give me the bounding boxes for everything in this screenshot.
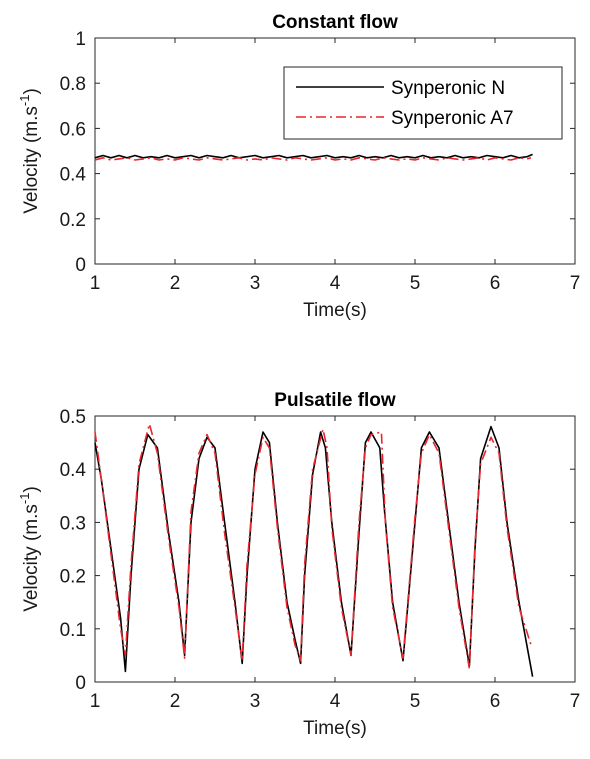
x-tick-label: 6 <box>490 691 501 712</box>
y-tick-label: 0.1 <box>60 620 86 641</box>
legend-label: Synperonic N <box>391 78 505 99</box>
y-tick-label: 0 <box>75 673 86 694</box>
y-tick-label: 0.8 <box>60 74 86 95</box>
chart-title: Constant flow <box>272 12 398 33</box>
x-tick-label: 5 <box>410 691 421 712</box>
chart-1: Pulsatile flow 1 2 3 4 5 6 7 0 0.1 0.2 0.3 0.4 0.5 Tim… <box>17 390 580 739</box>
y-tick-label: 0.6 <box>60 119 86 140</box>
x-tick-label: 3 <box>250 691 261 712</box>
y-tick-label: 0.4 <box>60 165 87 186</box>
y-tick-label: 0 <box>75 255 86 276</box>
y-axis-label: Velocity (m.s-1) <box>17 88 42 214</box>
y-tick-label: 0.3 <box>60 513 86 534</box>
series-line-0 <box>94 153 533 159</box>
y-tick-label: 0.2 <box>60 567 86 588</box>
series-line-1 <box>94 423 532 670</box>
x-axis-label: Time(s) <box>303 300 367 321</box>
x-tick-label: 2 <box>170 691 181 712</box>
y-tick-label: 1 <box>75 29 86 50</box>
x-tick-label: 2 <box>170 273 181 294</box>
y-axis-label: Velocity (m.s-1) <box>17 486 42 612</box>
x-axis-label: Time(s) <box>303 718 367 739</box>
x-tick-label: 1 <box>90 691 101 712</box>
x-tick-label: 7 <box>570 273 581 294</box>
x-tick-label: 4 <box>330 691 341 712</box>
legend-box <box>283 66 563 140</box>
y-tick-label: 0.4 <box>60 460 87 481</box>
x-tick-label: 5 <box>410 273 421 294</box>
y-tick-label: 0.5 <box>60 407 86 428</box>
y-tick-label: 0.2 <box>60 210 86 231</box>
x-tick-label: 7 <box>570 691 581 712</box>
chart-title: Pulsatile flow <box>274 390 396 411</box>
legend: Synperonic N Synperonic A7 <box>283 66 563 140</box>
chart-0: Constant flow 1 2 3 4 5 6 7 0 0.2 0.4 0.6 0.8 1 Time(s… <box>17 12 580 321</box>
x-tick-label: 3 <box>250 273 261 294</box>
x-tick-label: 1 <box>90 273 101 294</box>
series-line-1 <box>94 157 532 161</box>
x-tick-label: 6 <box>490 273 501 294</box>
x-tick-label: 4 <box>330 273 341 294</box>
legend-label: Synperonic A7 <box>391 108 514 129</box>
